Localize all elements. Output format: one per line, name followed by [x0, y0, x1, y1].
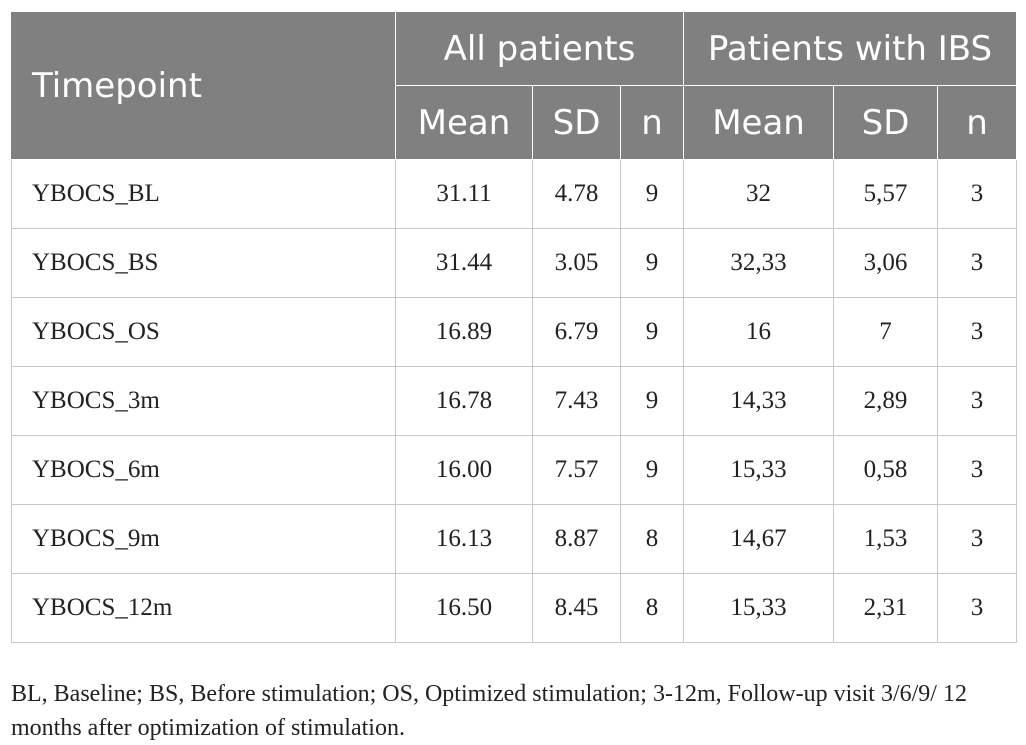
all-mean-cell: 16.89	[396, 298, 533, 367]
table-row: YBOCS_3m 16.78 7.43 9 14,33 2,89 3	[12, 367, 1017, 436]
table-row: YBOCS_12m 16.50 8.45 8 15,33 2,31 3	[12, 574, 1017, 643]
all-patients-header: All patients	[396, 12, 684, 86]
all-mean-cell: 31.11	[396, 160, 533, 229]
ibs-sd-cell: 2,89	[834, 367, 938, 436]
row-label: YBOCS_3m	[12, 367, 396, 436]
ibs-sd-cell: 5,57	[834, 160, 938, 229]
ibs-mean-cell: 32	[684, 160, 834, 229]
all-mean-header: Mean	[396, 86, 533, 160]
all-n-cell: 9	[621, 367, 684, 436]
row-label: YBOCS_12m	[12, 574, 396, 643]
table-row: YBOCS_BS 31.44 3.05 9 32,33 3,06 3	[12, 229, 1017, 298]
all-n-cell: 9	[621, 229, 684, 298]
all-sd-cell: 8.45	[533, 574, 621, 643]
table-footnote: BL, Baseline; BS, Before stimulation; OS…	[11, 677, 1016, 745]
table-row: YBOCS_9m 16.13 8.87 8 14,67 1,53 3	[12, 505, 1017, 574]
all-mean-cell: 16.50	[396, 574, 533, 643]
ibs-mean-cell: 32,33	[684, 229, 834, 298]
all-n-cell: 9	[621, 160, 684, 229]
all-sd-cell: 8.87	[533, 505, 621, 574]
ibs-n-cell: 3	[938, 367, 1017, 436]
ibs-n-cell: 3	[938, 574, 1017, 643]
header-group-row: Timepoint All patients Patients with IBS	[12, 12, 1017, 86]
all-mean-cell: 16.00	[396, 436, 533, 505]
ibs-sd-header: SD	[834, 86, 938, 160]
row-label: YBOCS_BL	[12, 160, 396, 229]
ybocs-table: Timepoint All patients Patients with IBS…	[11, 11, 1017, 643]
ibs-n-cell: 3	[938, 505, 1017, 574]
row-label: YBOCS_BS	[12, 229, 396, 298]
timepoint-header: Timepoint	[12, 12, 396, 160]
ibs-mean-cell: 14,67	[684, 505, 834, 574]
table-row: YBOCS_6m 16.00 7.57 9 15,33 0,58 3	[12, 436, 1017, 505]
ibs-sd-cell: 0,58	[834, 436, 938, 505]
table-row: YBOCS_BL 31.11 4.78 9 32 5,57 3	[12, 160, 1017, 229]
all-n-cell: 9	[621, 436, 684, 505]
table-row: YBOCS_OS 16.89 6.79 9 16 7 3	[12, 298, 1017, 367]
ibs-n-cell: 3	[938, 298, 1017, 367]
all-sd-cell: 4.78	[533, 160, 621, 229]
table-body: YBOCS_BL 31.11 4.78 9 32 5,57 3 YBOCS_BS…	[12, 160, 1017, 643]
all-sd-header: SD	[533, 86, 621, 160]
all-sd-cell: 6.79	[533, 298, 621, 367]
row-label: YBOCS_6m	[12, 436, 396, 505]
all-mean-cell: 16.13	[396, 505, 533, 574]
table-header: Timepoint All patients Patients with IBS…	[12, 12, 1017, 160]
all-mean-cell: 31.44	[396, 229, 533, 298]
ibs-sd-cell: 1,53	[834, 505, 938, 574]
ibs-mean-cell: 16	[684, 298, 834, 367]
ibs-n-cell: 3	[938, 229, 1017, 298]
data-table-container: Timepoint All patients Patients with IBS…	[11, 11, 1016, 643]
ibs-sd-cell: 3,06	[834, 229, 938, 298]
ibs-sd-cell: 2,31	[834, 574, 938, 643]
all-n-cell: 8	[621, 505, 684, 574]
all-mean-cell: 16.78	[396, 367, 533, 436]
ibs-sd-cell: 7	[834, 298, 938, 367]
ibs-mean-cell: 14,33	[684, 367, 834, 436]
ibs-n-cell: 3	[938, 436, 1017, 505]
all-sd-cell: 7.43	[533, 367, 621, 436]
ibs-mean-cell: 15,33	[684, 574, 834, 643]
all-n-cell: 8	[621, 574, 684, 643]
ibs-n-cell: 3	[938, 160, 1017, 229]
all-n-cell: 9	[621, 298, 684, 367]
ibs-patients-header: Patients with IBS	[684, 12, 1017, 86]
row-label: YBOCS_OS	[12, 298, 396, 367]
all-sd-cell: 7.57	[533, 436, 621, 505]
all-n-header: n	[621, 86, 684, 160]
ibs-mean-header: Mean	[684, 86, 834, 160]
ibs-mean-cell: 15,33	[684, 436, 834, 505]
ibs-n-header: n	[938, 86, 1017, 160]
row-label: YBOCS_9m	[12, 505, 396, 574]
all-sd-cell: 3.05	[533, 229, 621, 298]
